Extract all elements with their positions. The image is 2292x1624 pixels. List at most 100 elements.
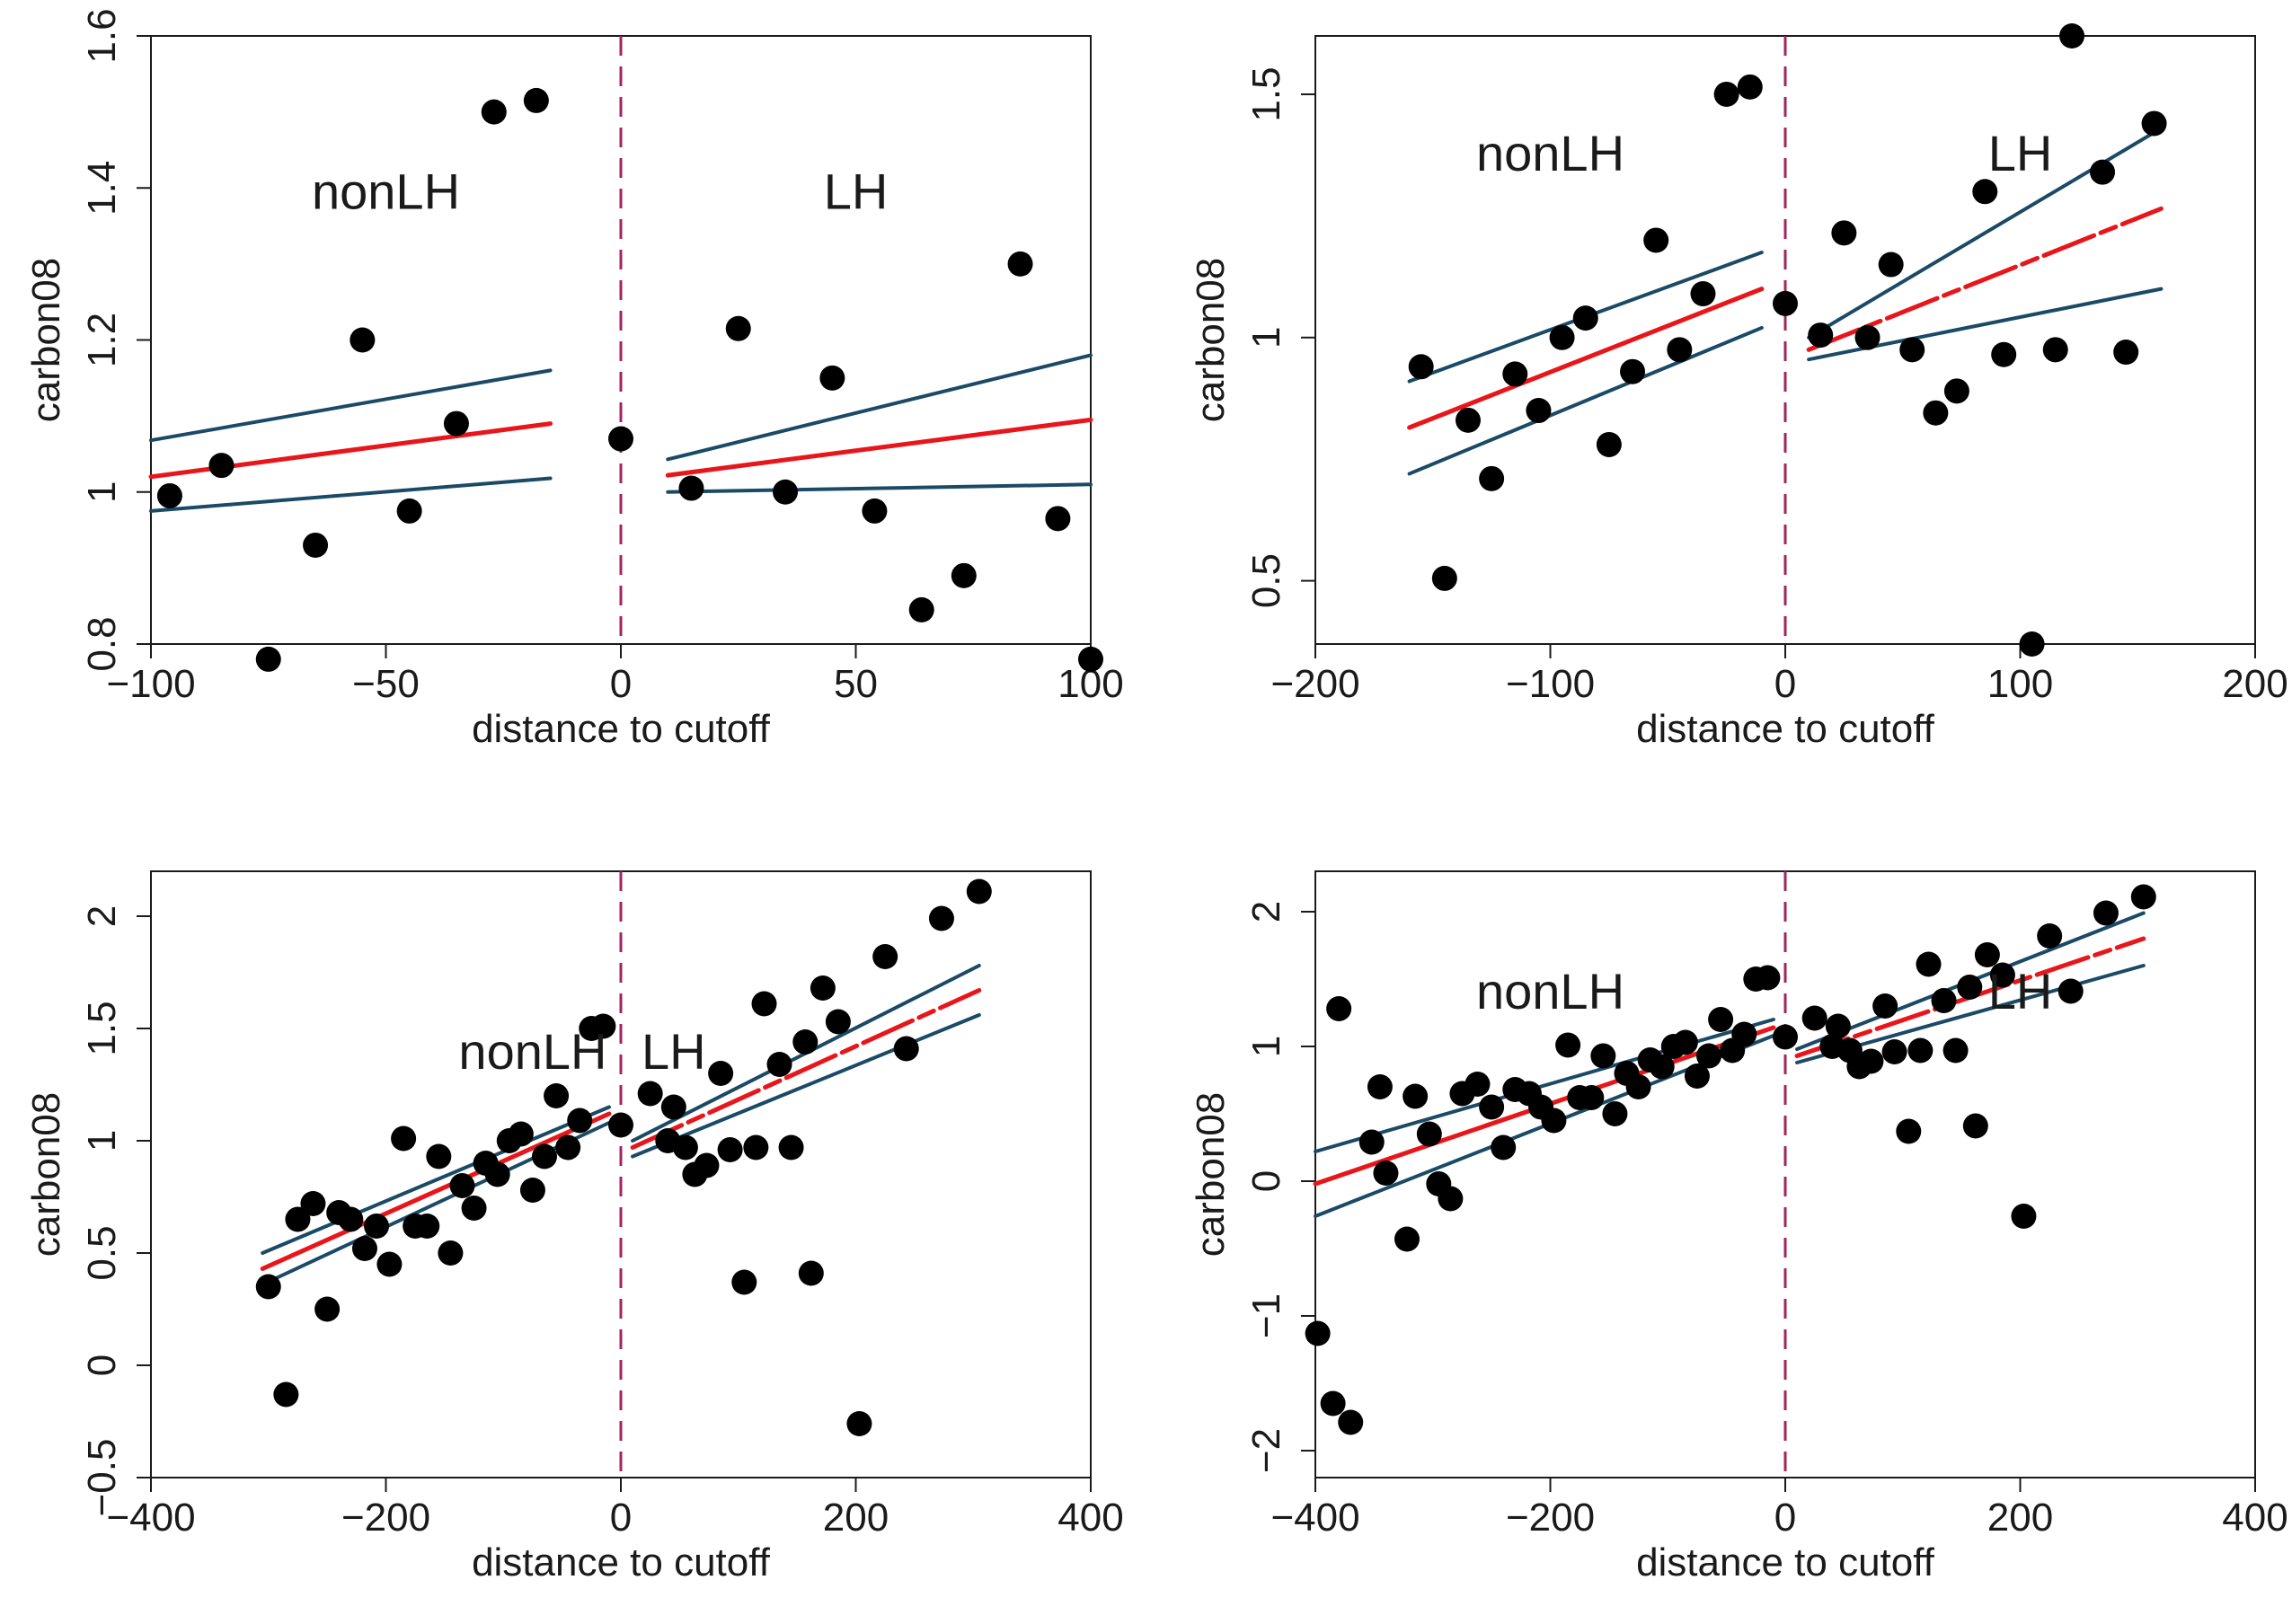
data-point [1737, 74, 1763, 100]
data-point [1773, 1024, 1798, 1050]
x-tick-label: −200 [341, 1496, 430, 1540]
y-tick-label: 0.5 [1244, 553, 1288, 608]
y-tick-label: 0.8 [80, 616, 124, 671]
data-point [156, 482, 182, 508]
data-point [694, 1152, 720, 1178]
y-tick-label: 0 [80, 1355, 124, 1376]
data-point [1320, 1390, 1346, 1417]
region-annotation: LH [1988, 963, 2053, 1019]
data-point [951, 562, 977, 588]
data-point [1572, 305, 1598, 331]
data-point [1831, 220, 1857, 246]
data-point [1881, 1039, 1907, 1064]
data-point [1708, 1007, 1734, 1032]
data-point [2037, 923, 2063, 949]
data-point [608, 426, 633, 452]
data-point [1962, 1113, 1988, 1139]
data-point [1731, 1021, 1757, 1047]
data-point [1526, 398, 1552, 424]
data-point [778, 1134, 804, 1161]
lower-ci-line [631, 1013, 981, 1159]
data-point [2057, 978, 2084, 1004]
data-point [1416, 1121, 1442, 1147]
data-point [523, 87, 549, 113]
x-tick-label: −400 [1270, 1496, 1359, 1540]
data-point [2011, 1204, 2037, 1229]
lower-ci-line [666, 482, 1093, 494]
fitted-line [630, 988, 982, 1150]
data-point [285, 1206, 311, 1232]
data-point [300, 1191, 326, 1216]
x-axis-title: distance to cutoff [1636, 1540, 1935, 1584]
data-point [1878, 252, 1904, 278]
data-point [1590, 1043, 1616, 1069]
data-point [1602, 1101, 1628, 1126]
data-point [766, 1052, 792, 1077]
data-point [414, 1214, 440, 1239]
lower-ci-line [149, 476, 553, 513]
data-point [1431, 565, 1457, 591]
data-point [1825, 1013, 1851, 1039]
data-point [314, 1296, 341, 1322]
data-point [825, 1009, 851, 1035]
data-point [338, 1206, 364, 1232]
data-point [1989, 962, 2015, 988]
data-point [1972, 179, 1998, 205]
x-tick-label: −100 [106, 662, 195, 706]
data-point [1672, 1029, 1698, 1055]
data-point [1690, 281, 1716, 307]
data-point [391, 1125, 417, 1152]
data-point [1479, 465, 1505, 491]
data-point [672, 1134, 698, 1161]
data-point [1991, 341, 2017, 367]
data-point [255, 646, 281, 672]
data-point [1872, 993, 1898, 1019]
y-tick-label: 1 [1244, 1036, 1288, 1057]
data-point [1305, 1320, 1331, 1346]
data-point [2130, 884, 2156, 910]
data-point [2090, 159, 2116, 185]
data-point [519, 1178, 545, 1203]
data-point [1465, 1072, 1491, 1097]
data-point [798, 1260, 824, 1286]
data-point [364, 1214, 390, 1239]
data-point [1358, 1129, 1385, 1155]
y-tick-label: 0.5 [80, 1225, 124, 1280]
y-tick-label: 1 [80, 481, 124, 503]
x-tick-label: 0 [1774, 662, 1796, 706]
data-point [2042, 337, 2068, 363]
y-tick-label: 1.4 [80, 161, 124, 216]
data-point [438, 1240, 464, 1266]
data-point [678, 475, 704, 501]
data-point [1579, 1085, 1605, 1110]
data-point [1541, 1108, 1567, 1134]
data-point [1801, 1005, 1827, 1031]
x-axis-title: distance to cutoff [472, 1540, 771, 1584]
panel-4: −400 −200 0 200 400 −2 −1 0 1 2 distance to cutoff… [1189, 870, 2288, 1584]
y-tick-label: −1 [1244, 1293, 1288, 1338]
y-axis-title: carbon08 [24, 1092, 68, 1257]
data-point [1713, 81, 1739, 107]
region-annotation: LH [642, 1023, 706, 1080]
data-point [908, 596, 934, 622]
data-point [1620, 358, 1646, 384]
x-tick-label: 200 [2222, 662, 2288, 706]
data-point [1923, 400, 1949, 426]
x-tick-label: 0 [610, 1496, 632, 1540]
panel-3: −400 −200 0 200 400 −0.5 0 0.5 1 1.5 2 distance to … [24, 870, 1124, 1584]
data-point [1649, 1054, 1675, 1080]
upper-ci-line [666, 353, 1093, 462]
data-point [717, 1137, 743, 1162]
region-annotation: nonLH [1476, 963, 1624, 1019]
data-point [2059, 23, 2085, 49]
data-point [2141, 110, 2167, 137]
data-point [461, 1196, 487, 1221]
panel-2: −200 −100 0 100 200 0.5 1 1.5 distance to cutoff… [1189, 23, 2288, 751]
y-axis-title: carbon08 [24, 258, 68, 422]
data-point [1479, 1094, 1505, 1120]
data-point [544, 1083, 570, 1108]
data-point [449, 1173, 475, 1198]
x-tick-label: 50 [834, 662, 878, 706]
